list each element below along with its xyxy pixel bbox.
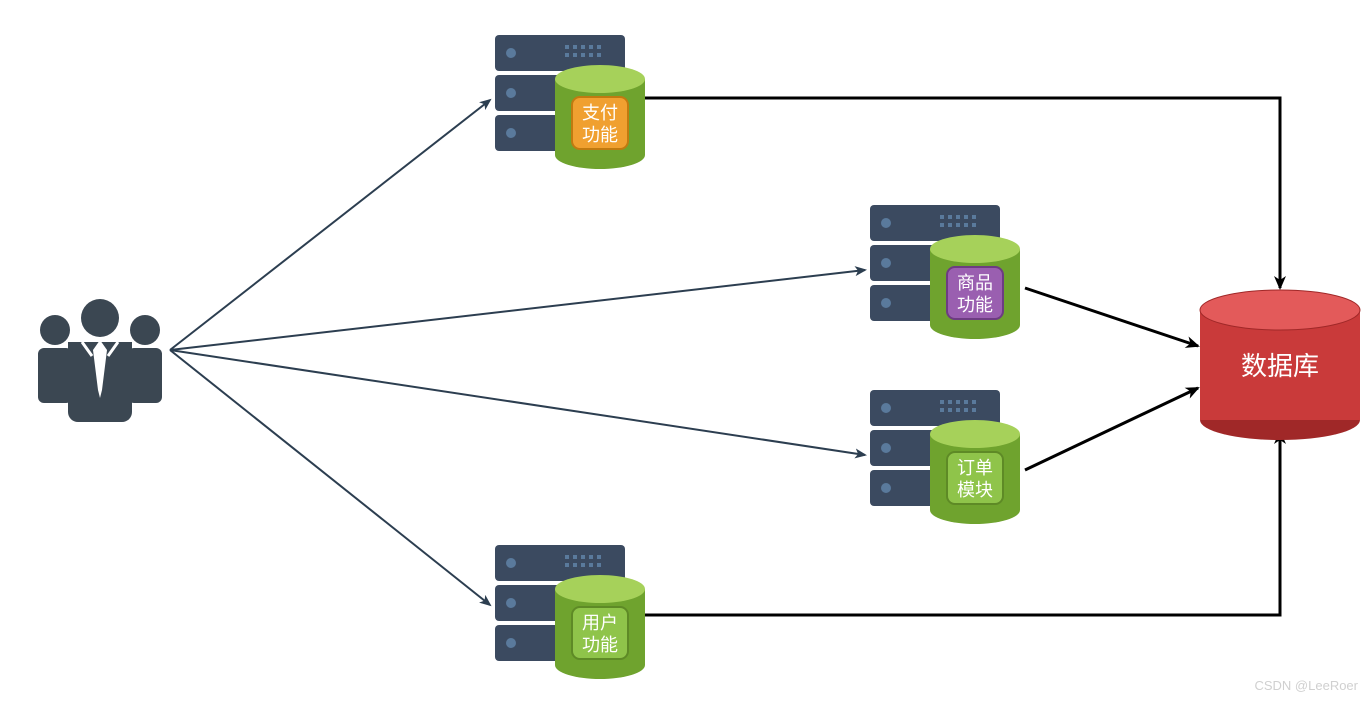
watermark: CSDN @LeeRoer: [1254, 678, 1358, 693]
module-label-line2: 功能: [957, 295, 993, 315]
database-icon: 数据库: [1200, 290, 1360, 440]
edge-users-server2: [170, 270, 865, 350]
module-label-line1: 用户: [582, 613, 618, 633]
edge-users-server1: [170, 100, 490, 350]
module-label-line1: 订单: [957, 458, 993, 478]
edge-users-server3: [170, 350, 865, 455]
database-label: 数据库: [1241, 351, 1319, 381]
server-user: 用户 功能: [495, 545, 645, 679]
edge-users-server4: [170, 350, 490, 605]
server-payment: 支付 功能: [495, 35, 645, 169]
module-label-line1: 支付: [582, 103, 618, 123]
module-label-line2: 功能: [582, 125, 618, 145]
users-icon: [38, 299, 162, 422]
module-label-line1: 商品: [957, 273, 993, 293]
module-label-line2: 功能: [582, 635, 618, 655]
architecture-diagram: 支付 功能 商品 功能: [0, 0, 1370, 701]
edge-server3-db: [1025, 388, 1198, 470]
edge-server2-db: [1025, 288, 1198, 346]
server-order: 订单 模块: [870, 390, 1020, 524]
server-product: 商品 功能: [870, 205, 1020, 339]
module-label-line2: 模块: [957, 480, 993, 500]
